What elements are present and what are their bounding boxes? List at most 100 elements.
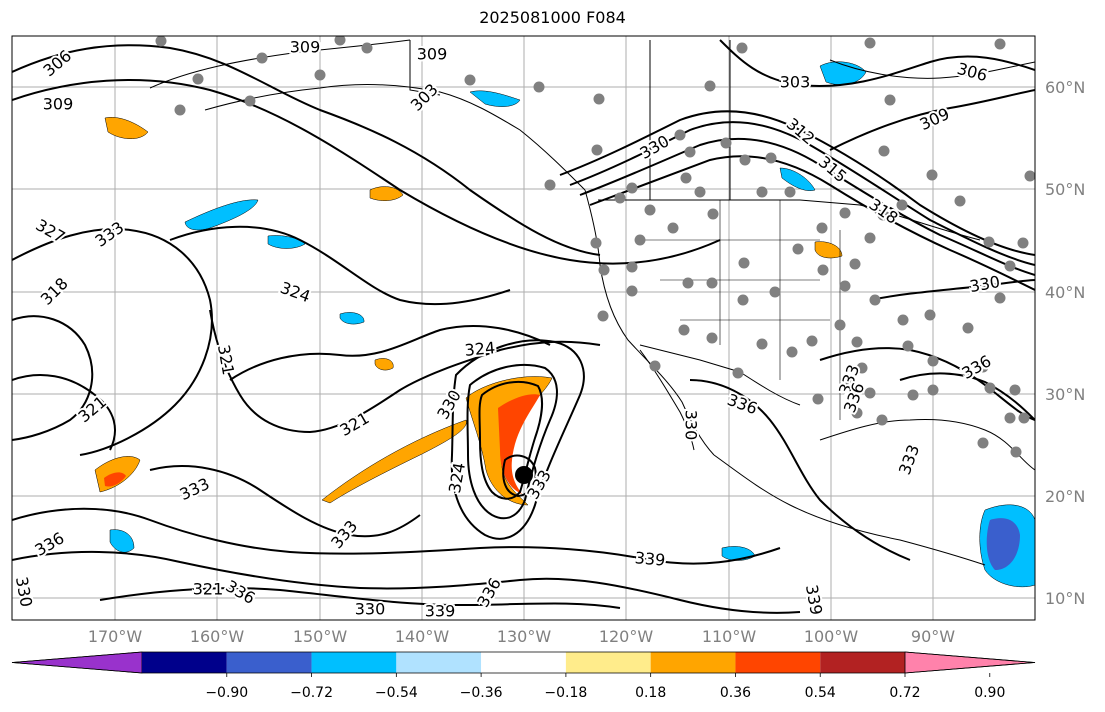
station-dot <box>769 286 781 298</box>
station-dot <box>706 277 718 289</box>
lon-tick-label: 160°W <box>190 627 245 646</box>
station-dot <box>902 340 914 352</box>
station-dot <box>812 393 824 405</box>
station-dot <box>792 243 804 255</box>
shade-blue-ocean-c <box>109 529 135 553</box>
station-dot <box>644 204 656 216</box>
station-dot <box>737 294 749 306</box>
lat-lon-grid <box>12 36 1035 620</box>
station-dot <box>1004 412 1016 424</box>
colorbar-segment <box>565 652 651 673</box>
station-dot <box>806 335 818 347</box>
station-dot <box>927 384 939 396</box>
contour-label: 339 <box>634 548 666 570</box>
contour-arctic-306 <box>12 44 601 256</box>
contour-330-east <box>869 279 1035 301</box>
colorbar-extend-high <box>904 651 1036 674</box>
colorbar-segment <box>481 652 566 673</box>
station-dot <box>682 277 694 289</box>
lat-tick-label: 50°N <box>1045 180 1085 199</box>
contour-label: 321 <box>193 580 224 599</box>
contour-324-mid <box>209 309 601 434</box>
lon-tick-label: 150°W <box>293 627 348 646</box>
shade-blue-nw <box>184 199 259 231</box>
station-dot <box>720 137 732 149</box>
chart-title: 2025081000 F084 <box>479 8 626 27</box>
station-dot <box>678 324 690 336</box>
contour-336-south <box>12 550 801 614</box>
colorbar-tick-labels: −0.90 −0.72 −0.54 −0.36 −0.18 0.18 0.36 0.54 0.7… <box>205 673 1005 701</box>
station-dot <box>884 94 896 106</box>
station-dot <box>736 42 748 54</box>
border-canada <box>409 40 441 96</box>
station-dot <box>924 309 936 321</box>
contour-label: 309 <box>417 45 448 64</box>
station-dot <box>927 355 939 367</box>
station-dot <box>544 179 556 191</box>
station-dot <box>680 172 692 184</box>
lon-tick-label: 100°W <box>804 627 859 646</box>
station-dot <box>878 145 890 157</box>
lon-tick-labels: 170°W 160°W 150°W 140°W 130°W 120°W 110°W 100°W… <box>88 627 955 646</box>
station-dot <box>756 338 768 350</box>
contour-309-north <box>12 78 721 265</box>
colorbar-segment <box>650 652 736 673</box>
station-dot <box>817 264 829 276</box>
contour-321-storm <box>229 324 551 381</box>
height-contours <box>12 39 1035 614</box>
station-dot <box>834 319 846 331</box>
contour-336-east <box>899 372 1035 421</box>
station-dot <box>704 80 716 92</box>
shade-blue-alaska <box>469 90 521 107</box>
shade-red-west <box>104 472 126 487</box>
colorbar-tick-label: 0.72 <box>889 685 920 701</box>
shade-red-storm <box>498 394 540 494</box>
station-dot <box>843 376 855 388</box>
colorbar-tick-label: 0.18 <box>635 685 666 701</box>
colorbar-tick-label: 0.36 <box>720 685 751 701</box>
colorbar-outline <box>11 651 1036 674</box>
shade-orange-gulfak <box>104 117 149 139</box>
colorbar-segment <box>142 652 227 673</box>
station-dot <box>598 264 610 276</box>
station-dot <box>174 104 186 116</box>
map-frame <box>11 35 1036 621</box>
station-dot <box>784 186 796 198</box>
storm-center-marker <box>515 466 533 484</box>
contour-jet-3 <box>579 137 1035 276</box>
shade-blue-jet <box>779 167 816 191</box>
station-dot <box>1017 237 1029 249</box>
lon-tick-label: 140°W <box>395 627 450 646</box>
station-dot <box>962 322 974 334</box>
shade-orange-band <box>321 419 467 504</box>
station-dot <box>361 42 373 54</box>
colorbar-segment <box>735 652 821 673</box>
station-dot <box>816 222 828 234</box>
lat-tick-label: 20°N <box>1045 487 1085 506</box>
lat-tick-label: 40°N <box>1045 283 1085 302</box>
contour-label: 309 <box>290 38 321 57</box>
station-dot <box>256 52 268 64</box>
station-dot <box>626 285 638 297</box>
station-dot <box>864 387 876 399</box>
station-dot <box>732 367 744 379</box>
contour-storm-inner <box>502 454 537 498</box>
contour-label: 330 <box>682 410 701 441</box>
lat-tick-label: 30°N <box>1045 385 1085 404</box>
contour-label: 330 <box>355 600 386 619</box>
station-dot <box>926 169 938 181</box>
station-dot <box>983 236 995 248</box>
contour-327 <box>12 228 213 456</box>
contour-339-south <box>99 587 621 609</box>
station-dot <box>1004 260 1016 272</box>
station-dot <box>1024 170 1035 182</box>
colorbar-tick-label: −0.90 <box>205 685 248 701</box>
colorbar <box>11 651 1036 674</box>
station-dot <box>864 37 876 49</box>
station-dot <box>667 222 679 234</box>
contour-324-west <box>12 315 94 441</box>
shade-orange-central <box>814 241 843 259</box>
station-dot <box>897 314 909 326</box>
contour-label: 309 <box>43 95 74 114</box>
